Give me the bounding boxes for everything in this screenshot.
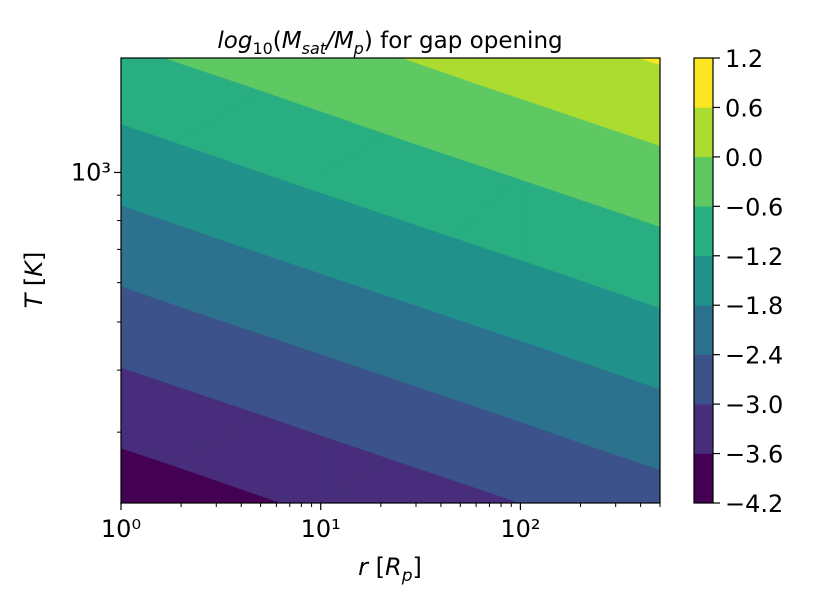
colorbar-tick-label: −4.2 <box>725 490 783 518</box>
y-tick-label: 10³ <box>71 158 111 186</box>
label-part: K <box>20 259 48 277</box>
x-axis-label: r [Rp] <box>358 553 422 586</box>
colorbar-band <box>693 354 714 405</box>
x-tick-label: 10¹ <box>301 515 341 543</box>
colorbar-band <box>693 57 714 108</box>
label-part: T <box>20 291 48 308</box>
label-part: r <box>358 553 370 581</box>
x-tick-label: 10⁰ <box>101 515 141 543</box>
title-part: p <box>353 39 364 58</box>
colorbar-tick-label: −1.8 <box>725 292 783 320</box>
colorbar-tick-label: −2.4 <box>725 342 783 370</box>
colorbar-tick-label: −3.0 <box>725 391 783 419</box>
colorbar-tick-label: −3.6 <box>725 441 783 469</box>
label-part: [ <box>20 277 48 294</box>
title-part: 10 <box>252 39 272 58</box>
label-part: ] <box>412 553 421 581</box>
title-part: sat <box>302 39 327 58</box>
title-part: M <box>282 28 302 54</box>
title-part: ) for gap opening <box>364 28 563 54</box>
label-part: [ <box>368 553 385 581</box>
colorbar-tick-label: 0.0 <box>725 144 763 172</box>
colorbar-band <box>693 255 714 306</box>
x-tick-label: 10² <box>500 515 540 543</box>
label-part: p <box>401 566 413 586</box>
colorbar-band <box>693 156 714 207</box>
label-part: R <box>385 553 402 581</box>
title-part: / <box>324 28 336 54</box>
colorbar-tick-label: 1.2 <box>725 45 763 73</box>
colorbar-band <box>693 453 714 504</box>
colorbar-tick-label: 0.6 <box>725 94 763 122</box>
plot-frame <box>120 57 661 504</box>
colorbar-band <box>693 403 714 454</box>
title-part: M <box>334 28 354 54</box>
colorbar-frame <box>693 57 714 504</box>
colorbar-tick-label: −1.2 <box>725 243 783 271</box>
title-part: ( <box>273 28 282 54</box>
colorbar-band <box>693 304 714 355</box>
colorbar-band <box>693 107 714 158</box>
title-part: log <box>217 28 252 54</box>
y-axis-label: T [K] <box>20 252 48 309</box>
colorbar-band <box>693 206 714 257</box>
label-part: ] <box>20 252 48 261</box>
colorbar-tick-label: −0.6 <box>725 193 783 221</box>
chart-title: log10(Msat/Mp) for gap opening <box>217 28 562 58</box>
